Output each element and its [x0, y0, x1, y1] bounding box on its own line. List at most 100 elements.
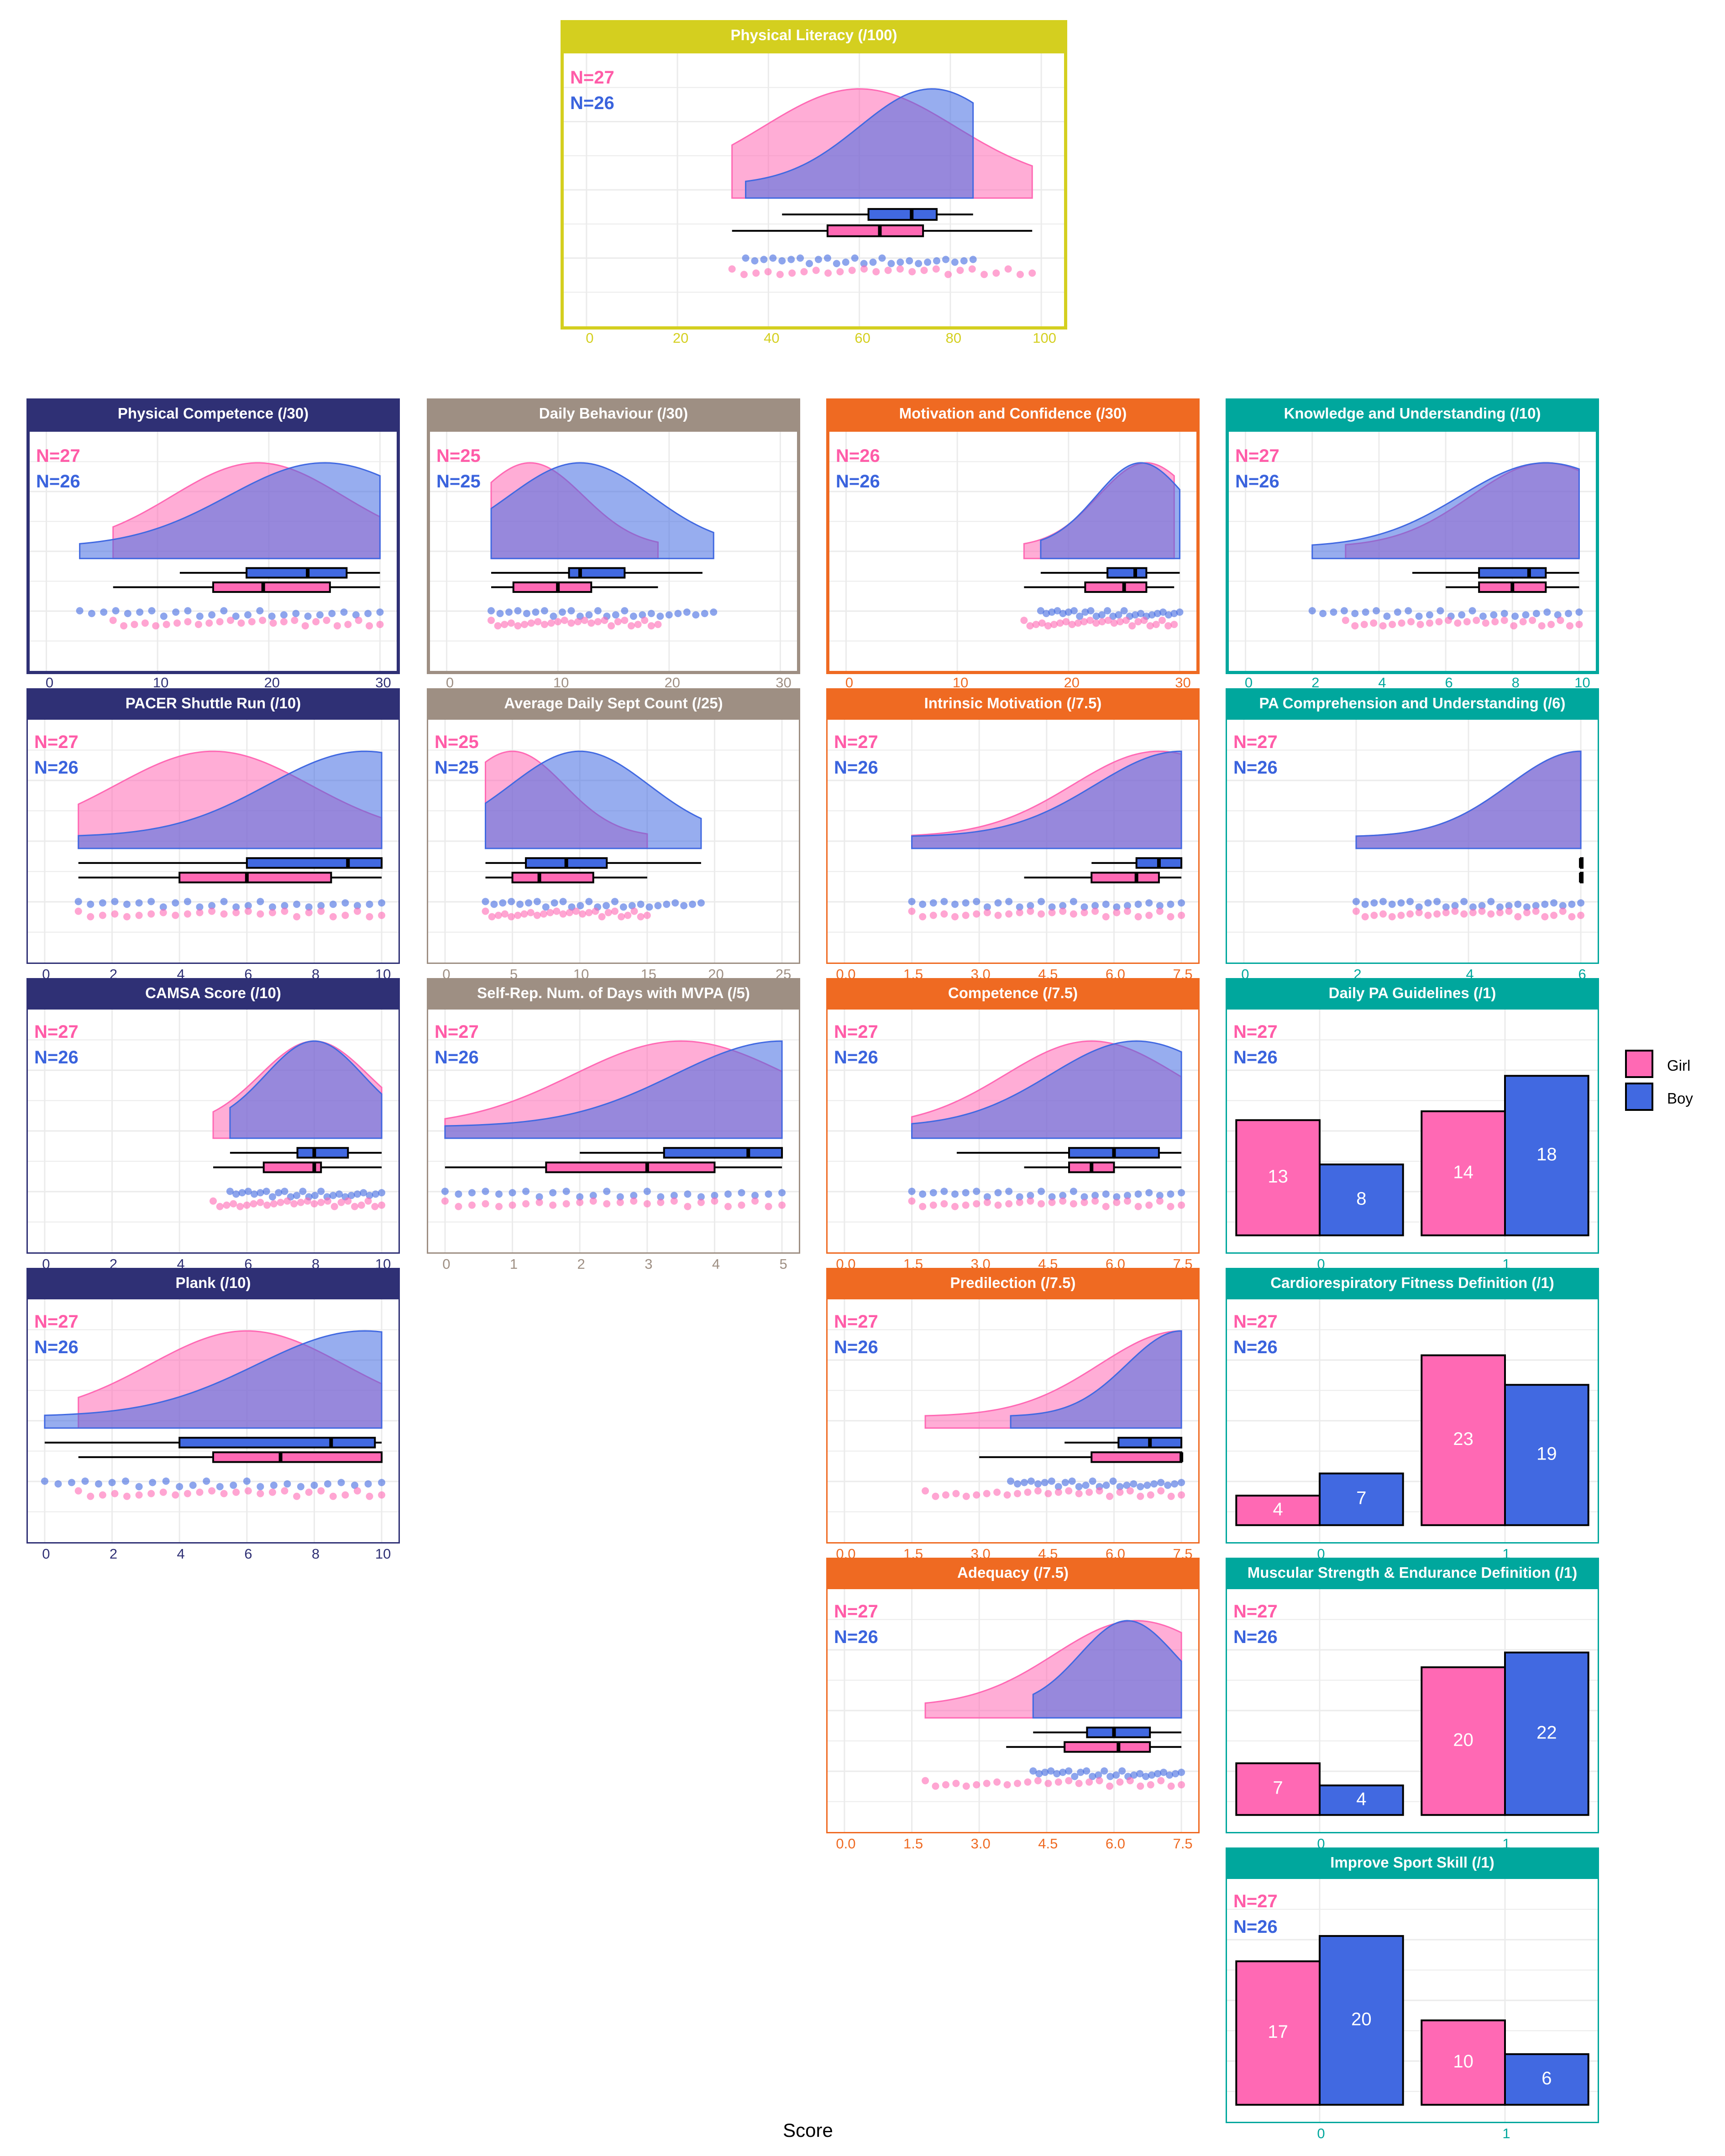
point-girl: [1523, 909, 1531, 916]
point-boy: [787, 256, 795, 263]
box-boy: [246, 567, 348, 579]
point-girl: [1098, 618, 1106, 626]
point-girl: [1407, 618, 1415, 626]
point-girl: [111, 910, 119, 918]
point-boy: [1559, 902, 1567, 910]
point-boy: [162, 1477, 170, 1485]
point-girl: [147, 910, 155, 918]
point-girl: [281, 1487, 288, 1495]
point-girl: [908, 268, 916, 276]
point-girl: [507, 619, 515, 627]
point-girl: [1500, 617, 1508, 624]
x-axis-title: Score: [783, 2119, 833, 2141]
point-girl: [259, 617, 267, 624]
point-boy: [1041, 1479, 1049, 1486]
point-boy: [823, 254, 831, 262]
point-girl: [208, 1487, 216, 1495]
point-boy: [1059, 610, 1067, 617]
plot-area: 17 20 10 6 0 1 N=27 N=26: [1226, 1878, 1599, 2141]
point-boy: [1132, 611, 1139, 619]
bar-boy: [1319, 1472, 1404, 1526]
point-boy: [692, 611, 700, 619]
point-boy: [226, 1188, 234, 1195]
bar-girl: [1235, 1960, 1321, 2106]
point-girl: [848, 267, 856, 274]
point-girl: [270, 1200, 278, 1208]
point-girl: [621, 617, 629, 624]
point-boy: [1178, 1189, 1185, 1197]
panel-title: Daily Behaviour (/30): [427, 398, 800, 429]
point-girl: [740, 271, 748, 278]
bar-value-label: 17: [1268, 2022, 1288, 2042]
point-boy: [643, 1188, 651, 1195]
point-girl: [131, 621, 138, 628]
point-girl: [1005, 1200, 1013, 1208]
x-tick-label: 4.5: [1038, 1836, 1058, 1852]
point-girl: [366, 913, 373, 921]
point-girl: [1134, 618, 1142, 626]
point-boy: [292, 610, 300, 617]
point-girl: [973, 1200, 980, 1208]
point-boy: [1150, 1480, 1158, 1488]
point-boy: [1164, 1481, 1172, 1489]
point-girl: [604, 909, 612, 916]
point-boy: [1172, 1770, 1180, 1778]
point-boy: [135, 1483, 143, 1491]
point-boy: [1047, 1767, 1055, 1775]
point-girl: [540, 621, 548, 628]
point-boy: [1523, 903, 1531, 911]
point-girl: [364, 1197, 372, 1205]
point-girl: [1140, 617, 1148, 624]
point-boy: [1541, 900, 1549, 908]
point-girl: [323, 617, 330, 624]
point-girl: [1116, 1488, 1124, 1496]
panel-adequacy-7-5: Adequacy (/7.5) 0.0 1.5 3.0 4.5 6.0 7.5 N=27 N=2…: [826, 1558, 1200, 1852]
point-boy: [1159, 608, 1167, 616]
point-boy: [558, 608, 566, 616]
point-boy: [482, 898, 489, 905]
point-boy: [364, 610, 372, 617]
point-boy: [983, 903, 991, 911]
point-boy: [378, 1479, 386, 1486]
point-girl: [751, 1197, 759, 1205]
point-girl: [163, 621, 170, 628]
bar-value-label: 4: [1356, 1789, 1366, 1809]
plot-area: 0 10 20 30 N=27 N=26: [26, 429, 400, 691]
point-girl: [293, 913, 301, 921]
point-girl: [527, 619, 535, 627]
point-girl: [378, 911, 386, 919]
point-girl: [1027, 907, 1034, 915]
point-boy: [1005, 1188, 1013, 1195]
point-girl: [268, 1488, 276, 1496]
box-boy: [663, 1147, 783, 1159]
point-girl: [152, 622, 160, 630]
plot-area: 0 10 20 30 N=25 N=25: [427, 429, 800, 691]
point-girl: [441, 1197, 449, 1205]
point-boy: [612, 611, 619, 619]
point-boy: [969, 256, 977, 263]
point-girl: [1352, 907, 1360, 915]
point-boy: [1160, 1769, 1168, 1776]
point-boy: [1460, 898, 1468, 905]
n-girl-label: N=27: [1233, 732, 1278, 752]
point-boy: [585, 898, 593, 905]
point-boy: [1437, 607, 1444, 615]
point-girl: [980, 271, 988, 278]
point-boy: [160, 612, 168, 620]
point-boy: [378, 899, 386, 907]
point-girl: [1406, 910, 1414, 918]
point-boy: [1166, 1771, 1174, 1779]
bar-value-label: 8: [1356, 1189, 1366, 1209]
bar-girl: [1421, 1666, 1506, 1816]
point-boy: [751, 257, 759, 265]
point-boy: [869, 258, 877, 266]
point-girl: [244, 907, 252, 915]
x-tick-label: 20: [1064, 675, 1080, 691]
point-girl: [942, 1781, 949, 1789]
point-boy: [1532, 610, 1540, 617]
point-boy: [366, 900, 373, 908]
point-boy: [1137, 1483, 1144, 1491]
point-boy: [238, 1189, 246, 1197]
point-girl: [280, 618, 288, 626]
